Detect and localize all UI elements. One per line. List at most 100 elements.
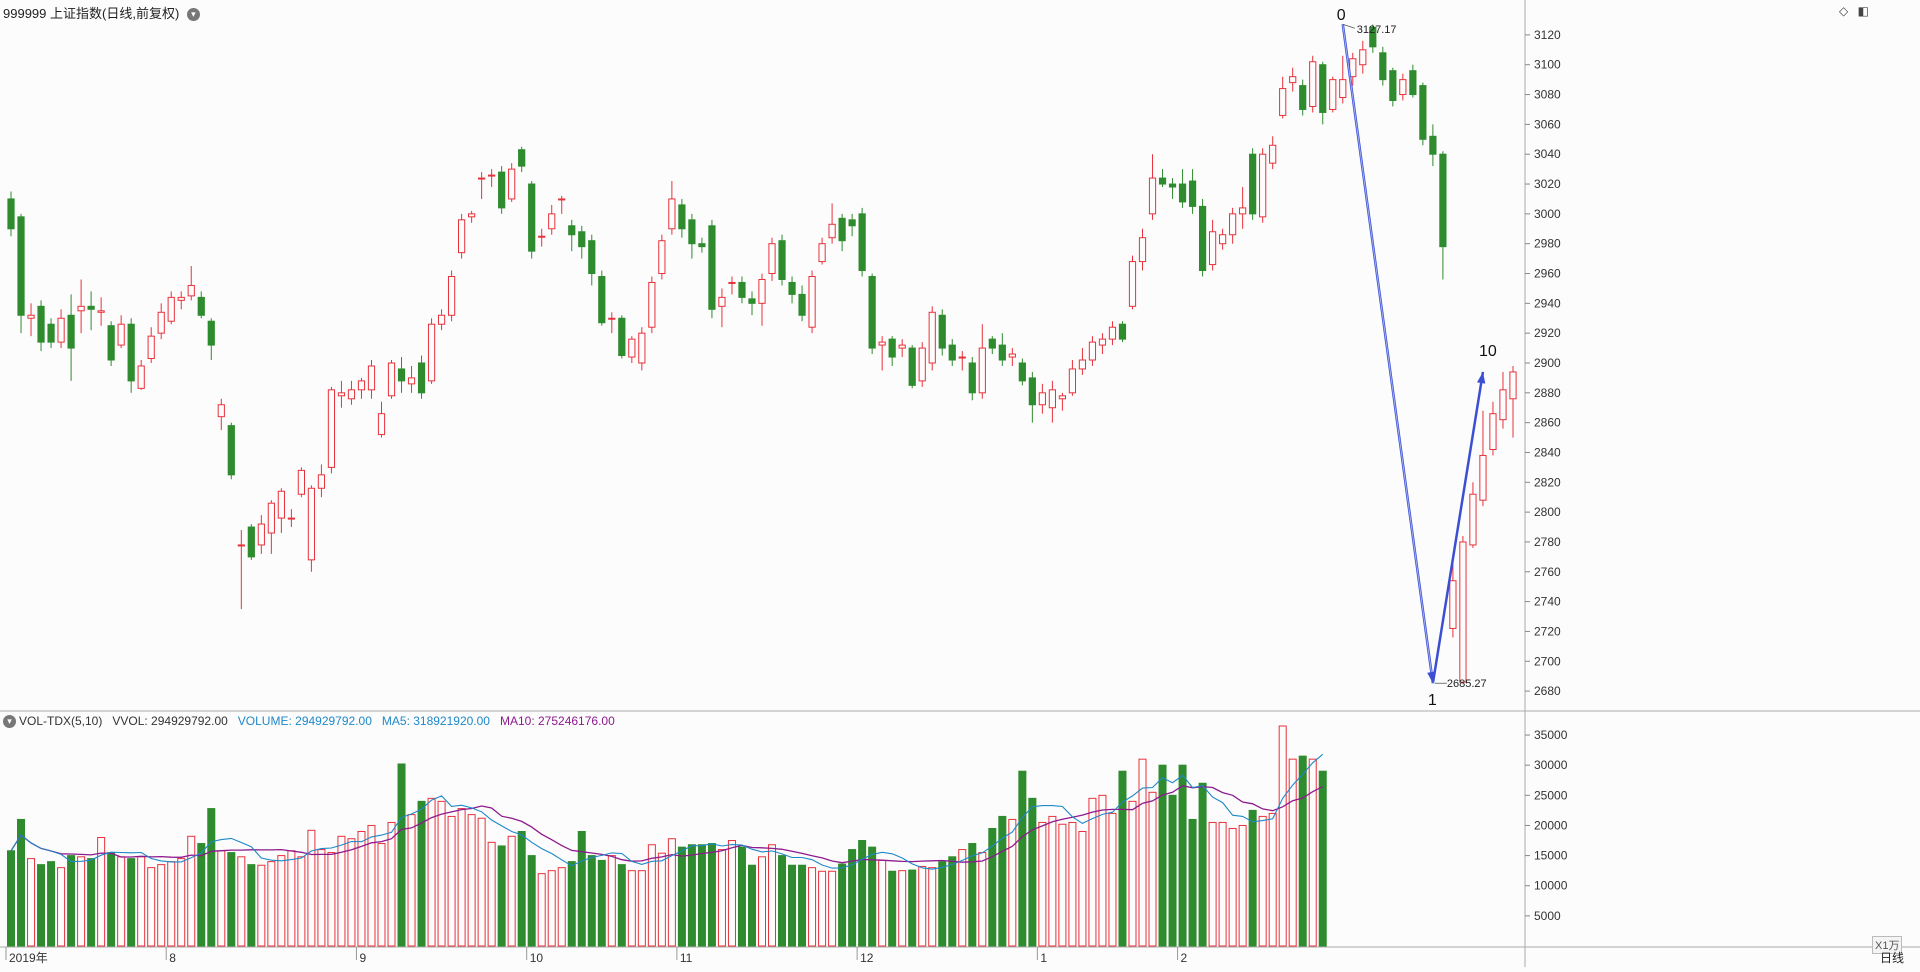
price-tick-label: 2740 — [1534, 595, 1561, 609]
volume-bar — [137, 856, 146, 947]
candle-body — [307, 487, 316, 561]
price-tick-label: 3100 — [1534, 58, 1561, 72]
candle — [1509, 365, 1517, 438]
candle — [488, 169, 496, 188]
volume-bar — [958, 849, 967, 947]
candle-body — [748, 298, 756, 304]
candle — [1369, 24, 1377, 53]
candle — [457, 213, 466, 259]
candle-body — [468, 213, 476, 218]
date-tick-label: 8 — [169, 951, 176, 965]
candle-body — [57, 317, 65, 343]
candle-body — [1229, 213, 1237, 236]
candle-body — [1419, 85, 1427, 140]
candle — [127, 318, 135, 393]
volume-bar — [727, 840, 736, 947]
candle-body — [1379, 52, 1387, 81]
volume-bar — [1178, 764, 1187, 947]
candle-body — [1309, 61, 1317, 107]
volume-bar — [1298, 755, 1307, 947]
candle — [608, 312, 616, 334]
candle — [1168, 178, 1177, 199]
candle — [197, 291, 205, 319]
security-code: 999999 — [3, 6, 47, 21]
volume-tick-label: 35000 — [1534, 728, 1568, 742]
candle — [1028, 371, 1036, 423]
candle — [948, 339, 956, 366]
candle-body — [27, 314, 35, 319]
candle — [37, 300, 45, 352]
candle-body — [7, 198, 15, 230]
candle-body — [227, 425, 235, 476]
candlestick-series[interactable] — [7, 24, 1517, 684]
volume-bar — [747, 864, 756, 947]
candle-body — [738, 281, 746, 298]
date-tick-label: 11 — [680, 951, 693, 965]
volume-tick-label: 20000 — [1534, 818, 1568, 832]
wave-guide-line — [1342, 24, 1434, 684]
wave-label-10: 10 — [1479, 343, 1497, 360]
volume-tick-label: 10000 — [1534, 879, 1568, 893]
volume-bar — [838, 863, 847, 947]
candle — [618, 315, 626, 359]
high-price-label: 3127.17 — [1357, 24, 1397, 36]
candle — [427, 318, 436, 384]
candle-body — [978, 347, 986, 394]
candle — [1219, 228, 1227, 250]
candle-body — [1008, 353, 1016, 358]
candle-body — [97, 310, 105, 313]
chevron-down-icon[interactable]: ▾ — [186, 8, 200, 22]
candle-body — [197, 296, 205, 316]
volume-bar — [237, 856, 246, 947]
candle-body — [1068, 368, 1077, 394]
volume-bar — [918, 865, 927, 947]
volume-bar — [1278, 725, 1287, 947]
volume-bar — [7, 850, 16, 947]
volume-bar — [1058, 823, 1067, 947]
candle — [1058, 392, 1067, 411]
candle-body — [1399, 79, 1407, 96]
candle-body — [1329, 79, 1337, 110]
volume-bar — [848, 849, 857, 947]
volume-bar — [637, 870, 646, 947]
candle — [1208, 219, 1217, 271]
wave-arrowhead — [1477, 371, 1486, 384]
candle — [1239, 187, 1247, 229]
candle-body — [127, 323, 135, 382]
volume-bar — [1048, 815, 1057, 947]
volume-bar — [407, 814, 416, 947]
volume-bar — [1138, 758, 1147, 947]
candle-body — [508, 168, 516, 200]
candle — [808, 270, 816, 334]
candle — [447, 270, 456, 322]
chart-annotations: 3127.17 2685.27 0 1 10 — [1337, 7, 1497, 709]
candle-body — [1279, 88, 1287, 116]
candle — [257, 515, 265, 554]
candle — [277, 488, 285, 534]
price-tick-label: 2840 — [1534, 445, 1561, 459]
candle — [1118, 321, 1127, 343]
candle-body — [838, 217, 846, 242]
chart-tools: ◇ ◧ — [1833, 4, 1869, 18]
candle-body — [548, 213, 556, 230]
candle — [698, 237, 706, 253]
volume-bars[interactable] — [7, 725, 1327, 947]
candle-body — [327, 389, 336, 468]
volume-bar — [27, 858, 36, 947]
candle — [7, 191, 15, 237]
volume-bar — [1118, 770, 1127, 947]
volume-bar — [1238, 824, 1247, 947]
volume-bar — [197, 843, 206, 947]
volume-bar — [147, 867, 156, 947]
panel-toggle-icon[interactable]: ◧ — [1857, 4, 1869, 18]
volume-bar — [117, 856, 126, 947]
candle — [1088, 336, 1097, 366]
candle — [768, 237, 776, 281]
chevron-down-icon[interactable]: ▾ — [3, 715, 16, 729]
diamond-icon[interactable]: ◇ — [1839, 4, 1849, 18]
volume-bar — [627, 870, 636, 947]
period-label[interactable]: 日线 — [1880, 951, 1905, 965]
candle-body — [1158, 177, 1167, 185]
volume-bar — [1268, 812, 1277, 947]
